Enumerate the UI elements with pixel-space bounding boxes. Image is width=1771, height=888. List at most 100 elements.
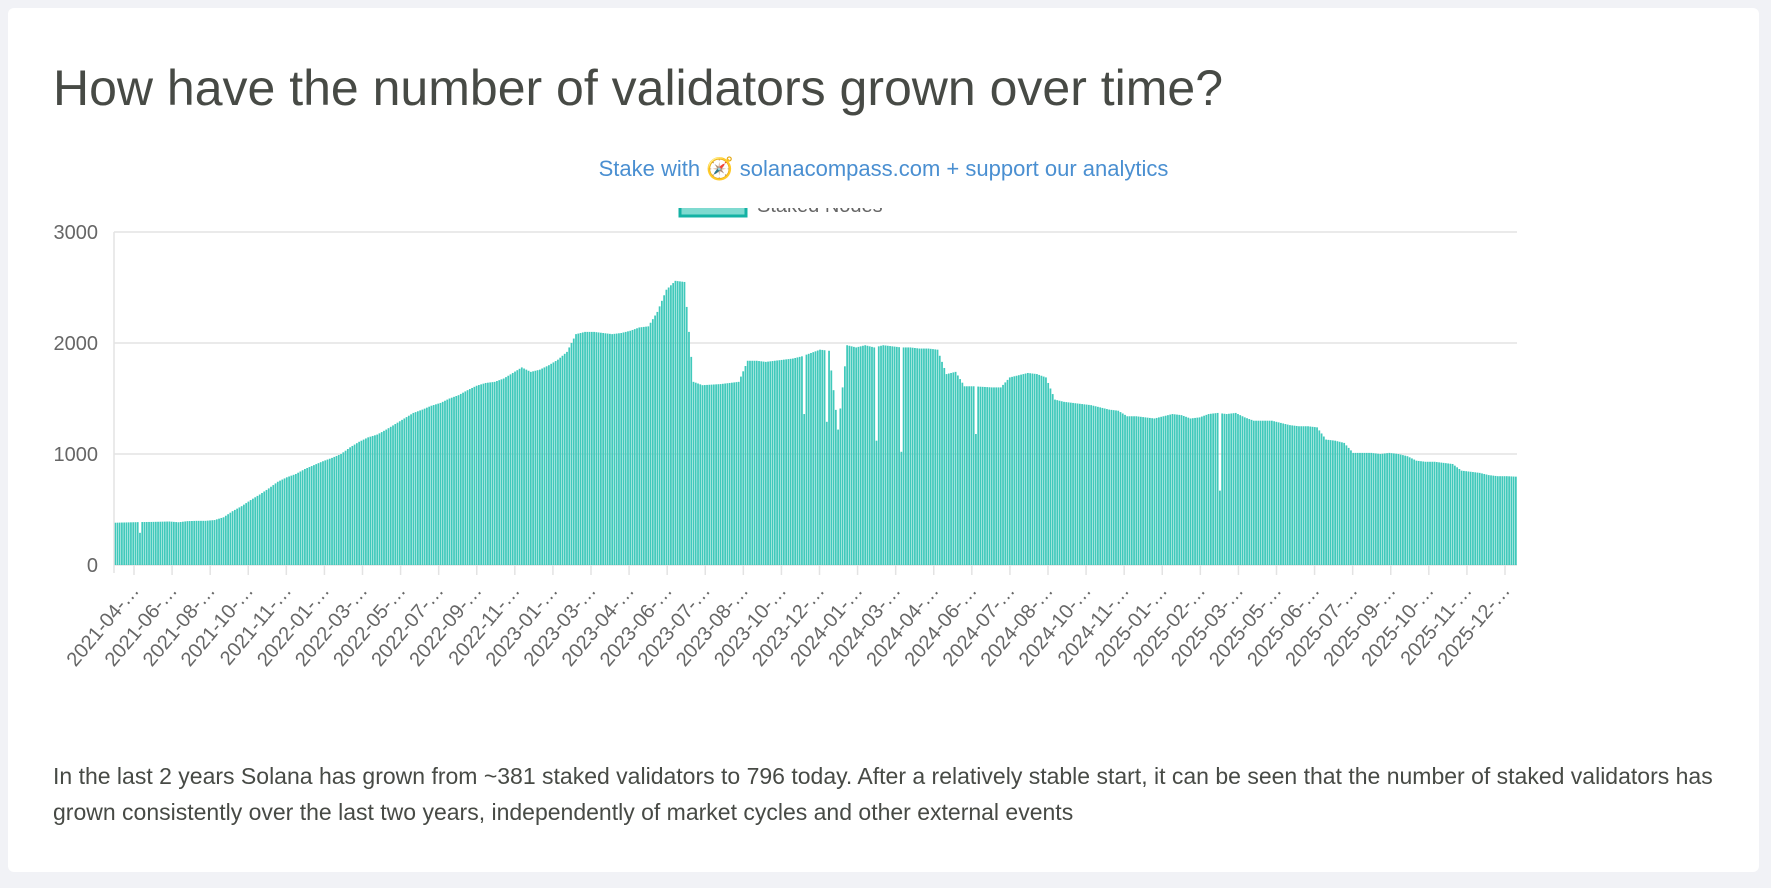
bar bbox=[812, 352, 815, 565]
bar bbox=[145, 521, 148, 565]
bar bbox=[1295, 425, 1298, 565]
bar bbox=[1045, 377, 1047, 565]
bar bbox=[1325, 439, 1327, 565]
bar bbox=[150, 521, 153, 565]
bar bbox=[909, 347, 912, 565]
bar bbox=[439, 402, 442, 565]
bar bbox=[963, 386, 966, 565]
bar bbox=[1146, 417, 1149, 565]
bar bbox=[577, 333, 580, 565]
y-tick-label: 0 bbox=[87, 555, 98, 577]
bar bbox=[893, 346, 896, 565]
bar bbox=[1347, 447, 1350, 565]
bar bbox=[127, 522, 130, 565]
bar bbox=[340, 454, 342, 565]
bar bbox=[837, 429, 839, 565]
bar bbox=[932, 349, 934, 565]
y-tick-label: 2000 bbox=[54, 333, 99, 355]
bar bbox=[1074, 403, 1077, 565]
bar bbox=[1185, 416, 1187, 565]
bar bbox=[1322, 436, 1325, 565]
bar bbox=[1081, 404, 1083, 565]
bar bbox=[1370, 452, 1373, 565]
bar bbox=[1090, 405, 1093, 565]
bar bbox=[975, 434, 977, 565]
bar bbox=[566, 351, 568, 565]
bar bbox=[191, 520, 193, 565]
bar bbox=[1302, 426, 1305, 565]
bar bbox=[491, 382, 494, 565]
bar bbox=[1273, 421, 1276, 565]
bar bbox=[538, 369, 541, 565]
bar bbox=[1221, 413, 1224, 565]
bar bbox=[895, 346, 898, 565]
bar bbox=[1356, 452, 1359, 565]
bar bbox=[1092, 405, 1095, 565]
bar bbox=[1250, 419, 1253, 565]
bar bbox=[1388, 452, 1391, 565]
bar bbox=[629, 330, 632, 565]
bar bbox=[1133, 416, 1135, 565]
bar bbox=[179, 521, 182, 565]
bar bbox=[1316, 427, 1318, 565]
bar bbox=[1013, 376, 1016, 565]
bar bbox=[285, 477, 288, 565]
bar bbox=[1024, 373, 1027, 565]
bar bbox=[1505, 476, 1508, 565]
bar bbox=[1137, 416, 1140, 565]
bar bbox=[584, 331, 586, 565]
bar bbox=[1128, 416, 1131, 565]
bar bbox=[529, 371, 532, 565]
bar bbox=[123, 522, 126, 565]
bar bbox=[674, 280, 677, 565]
bar bbox=[365, 438, 367, 565]
bar bbox=[595, 332, 598, 565]
bar bbox=[227, 514, 229, 565]
bar bbox=[690, 356, 693, 566]
bar bbox=[593, 331, 595, 565]
bar bbox=[1203, 415, 1205, 565]
stake-with-solanacompass-link[interactable]: Stake with 🧭 solanacompass.com + support… bbox=[8, 156, 1759, 182]
bar bbox=[410, 414, 412, 565]
bar bbox=[186, 521, 189, 565]
bar bbox=[638, 327, 641, 565]
bar bbox=[240, 506, 243, 565]
stake-link-suffix: + support our analytics bbox=[946, 156, 1169, 181]
bar bbox=[143, 522, 146, 565]
bar bbox=[1338, 441, 1341, 565]
bar bbox=[787, 359, 790, 565]
bar bbox=[1329, 440, 1332, 566]
bar bbox=[884, 345, 887, 565]
bar bbox=[532, 371, 534, 565]
bar bbox=[1173, 414, 1176, 565]
bar bbox=[914, 348, 916, 565]
bar bbox=[1424, 461, 1427, 565]
bar bbox=[907, 347, 910, 565]
bar bbox=[1469, 471, 1472, 565]
bar bbox=[459, 393, 462, 565]
bar bbox=[1015, 375, 1018, 565]
bar bbox=[864, 345, 867, 565]
bar bbox=[590, 331, 593, 565]
bar bbox=[965, 386, 968, 565]
bar bbox=[299, 471, 302, 565]
bar bbox=[272, 485, 275, 565]
bar bbox=[764, 361, 767, 565]
bar bbox=[1282, 423, 1285, 565]
bar bbox=[308, 467, 311, 565]
bar bbox=[211, 520, 214, 565]
bar bbox=[735, 382, 738, 565]
bar bbox=[1426, 461, 1429, 565]
legend-label: Staked Nodes bbox=[757, 208, 883, 217]
bar bbox=[121, 522, 123, 565]
legend[interactable]: Staked Nodes bbox=[678, 208, 883, 218]
bar bbox=[1160, 416, 1163, 565]
page-title: How have the number of validators grown … bbox=[53, 60, 1224, 116]
bar bbox=[394, 424, 397, 565]
bar bbox=[1422, 461, 1425, 565]
bar bbox=[493, 381, 496, 565]
bar bbox=[1121, 413, 1124, 565]
bar bbox=[1275, 421, 1278, 565]
bar bbox=[385, 429, 388, 565]
bar bbox=[1058, 400, 1061, 565]
